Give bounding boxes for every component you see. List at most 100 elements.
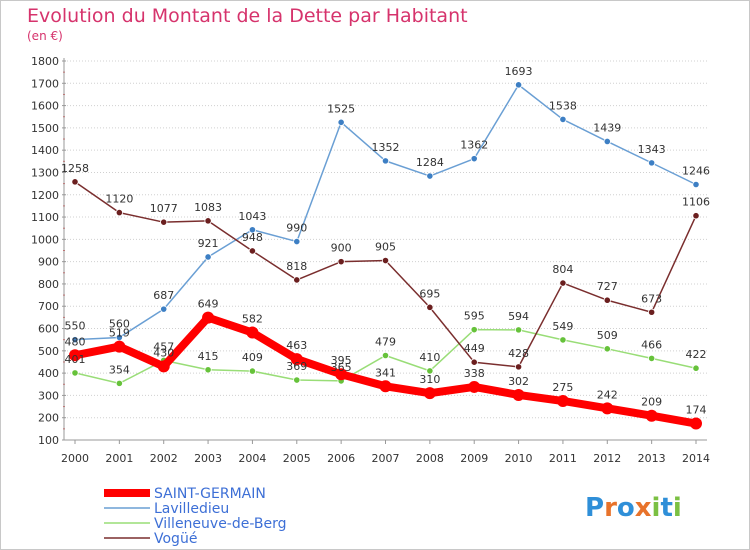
point-villeneuve-de-berg — [692, 364, 700, 372]
data-label-lavilledieu: 1043 — [238, 210, 266, 223]
data-label-lavilledieu: 1284 — [416, 156, 444, 169]
point-villeneuve-de-berg — [71, 369, 79, 377]
point-lavilledieu — [648, 159, 656, 167]
data-label-saint-germain: 275 — [552, 381, 573, 394]
point-lavilledieu — [204, 253, 212, 261]
x-tick-label: 2003 — [194, 452, 222, 465]
point-lavilledieu — [514, 81, 523, 89]
data-label-lavilledieu: 990 — [286, 222, 307, 235]
data-label-lavilledieu: 687 — [153, 289, 174, 302]
logo-letter: P — [585, 493, 604, 523]
data-label-lavilledieu: 1352 — [372, 141, 400, 154]
point-lavilledieu — [337, 118, 345, 126]
x-tick-label: 2010 — [505, 452, 533, 465]
data-label-vog-: 818 — [286, 260, 307, 273]
logo-letter: r — [604, 493, 617, 523]
x-tick-label: 2005 — [283, 452, 311, 465]
x-tick-label: 2001 — [105, 452, 133, 465]
point-villeneuve-de-berg — [248, 367, 257, 375]
point-vog- — [692, 212, 700, 220]
point-saint-germain — [246, 326, 259, 339]
data-label-vog-: 1120 — [105, 193, 133, 206]
data-label-vog-: 900 — [331, 242, 352, 255]
point-villeneuve-de-berg — [470, 326, 478, 334]
data-label-vog-: 804 — [552, 263, 573, 276]
y-tick-label: 1800 — [31, 55, 59, 68]
y-tick-label: 1700 — [31, 77, 59, 90]
point-lavilledieu — [160, 305, 168, 313]
y-tick-label: 300 — [38, 389, 59, 402]
data-label-lavilledieu: 921 — [198, 237, 219, 250]
point-vog- — [204, 217, 212, 225]
x-tick-label: 2006 — [327, 452, 355, 465]
x-tick-label: 2004 — [238, 452, 266, 465]
y-tick-label: 500 — [38, 345, 59, 358]
point-vog- — [293, 276, 301, 284]
x-tick-label: 2011 — [549, 452, 577, 465]
y-tick-label: 1000 — [31, 233, 59, 246]
data-label-saint-germain: 174 — [686, 404, 707, 417]
logo-letter: i — [652, 493, 661, 523]
data-label-lavilledieu: 560 — [109, 317, 130, 330]
y-tick-label: 1600 — [31, 100, 59, 113]
x-tick-label: 2009 — [460, 452, 488, 465]
y-tick-label: 200 — [38, 412, 59, 425]
logo-letter: o — [617, 493, 635, 523]
y-axis-ticks: 100 200 300 400 500 600 700 800 900 1000 1100 1200 1… — [31, 55, 59, 447]
data-label-saint-germain: 395 — [331, 354, 352, 367]
point-villeneuve-de-berg — [115, 379, 123, 387]
point-lavilledieu — [293, 237, 301, 246]
x-tick-label: 2008 — [416, 452, 444, 465]
x-tick-label: 2007 — [372, 452, 400, 465]
data-label-vog-: 695 — [419, 287, 440, 300]
legend: SAINT-GERMAINLavilledieuVilleneuve-de-Be… — [104, 486, 287, 547]
data-label-vog-: 1083 — [194, 201, 222, 214]
data-label-saint-germain: 310 — [419, 373, 440, 386]
data-label-lavilledieu: 1693 — [505, 65, 533, 78]
data-label-lavilledieu: 1343 — [638, 143, 666, 156]
data-label-saint-germain: 341 — [375, 366, 396, 379]
point-villeneuve-de-berg — [204, 366, 212, 374]
data-label-villeneuve-de-berg: 401 — [65, 353, 86, 366]
data-label-lavilledieu: 550 — [65, 320, 86, 333]
x-tick-label: 2014 — [682, 452, 710, 465]
logo-text: Proxiti — [585, 493, 682, 523]
data-label-villeneuve-de-berg: 422 — [686, 348, 707, 361]
data-label-vog-: 948 — [242, 231, 263, 244]
point-saint-germain — [335, 368, 348, 381]
data-label-vog-: 1258 — [61, 162, 89, 175]
point-saint-germain — [423, 387, 436, 400]
point-vog- — [514, 363, 523, 371]
data-label-saint-germain: 463 — [286, 339, 307, 352]
point-saint-germain — [202, 311, 215, 324]
data-label-saint-germain: 480 — [65, 335, 86, 348]
data-label-villeneuve-de-berg: 369 — [286, 360, 307, 373]
y-tick-label: 1200 — [31, 189, 59, 202]
proxiti-logo: Proxiti — [585, 493, 682, 523]
chart-subtitle: (en €) — [27, 29, 63, 43]
point-saint-germain — [113, 340, 126, 353]
data-label-villeneuve-de-berg: 354 — [109, 363, 130, 376]
axes — [62, 58, 707, 444]
point-villeneuve-de-berg — [426, 367, 434, 375]
data-label-saint-germain: 209 — [641, 396, 662, 409]
point-villeneuve-de-berg — [648, 354, 656, 363]
point-lavilledieu — [426, 172, 434, 180]
data-label-villeneuve-de-berg: 509 — [597, 329, 618, 342]
data-label-vog-: 449 — [464, 342, 485, 355]
y-tick-label: 1300 — [31, 166, 59, 179]
point-villeneuve-de-berg — [514, 326, 523, 334]
chart-title: Evolution du Montant de la Dette par Hab… — [27, 5, 468, 27]
data-label-saint-germain: 582 — [242, 313, 263, 326]
logo-letter: t — [660, 493, 672, 523]
y-tick-label: 100 — [38, 434, 59, 447]
data-label-saint-germain: 430 — [153, 346, 174, 359]
data-label-villeneuve-de-berg: 415 — [198, 350, 219, 363]
data-label-vog-: 1077 — [150, 202, 178, 215]
data-label-saint-germain: 338 — [464, 367, 485, 380]
data-label-saint-germain: 519 — [109, 327, 130, 340]
y-tick-label: 400 — [38, 367, 59, 380]
x-tick-label: 2000 — [61, 452, 89, 465]
point-lavilledieu — [692, 180, 700, 189]
x-tick-label: 2002 — [150, 452, 178, 465]
